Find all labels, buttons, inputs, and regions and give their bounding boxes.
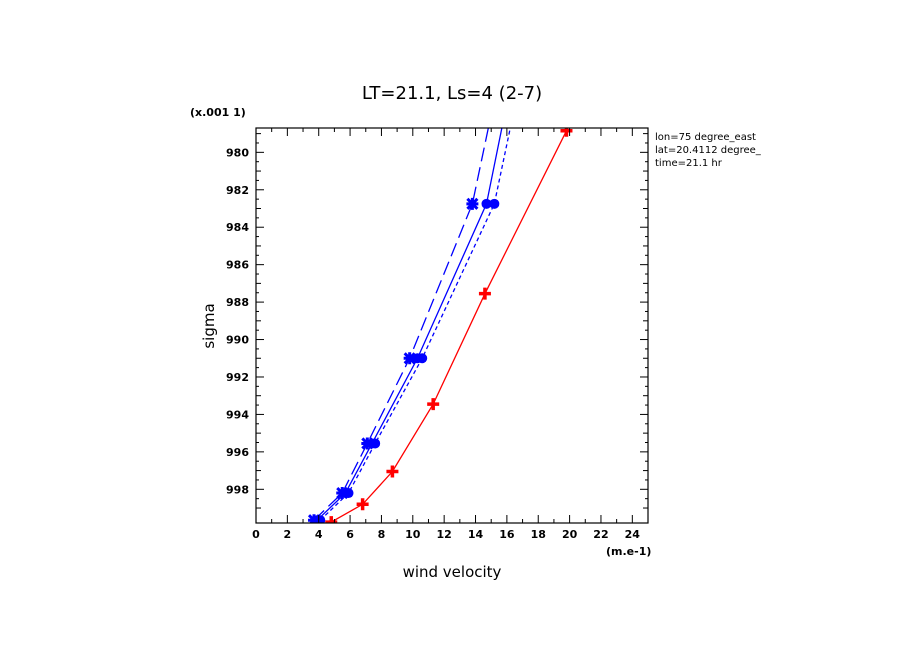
y-axis-title: sigma — [200, 303, 218, 348]
x-tick-label: 22 — [593, 528, 608, 541]
data-point — [370, 438, 381, 449]
data-point — [478, 287, 491, 300]
plot-frame — [255, 127, 649, 524]
series-group — [315, 128, 511, 523]
x-unit-label: (m.e-1) — [606, 545, 651, 558]
data-point — [481, 198, 492, 209]
data-point — [307, 514, 321, 523]
y-tick-label: 998 — [226, 483, 249, 496]
y-tick-label: 992 — [226, 371, 249, 384]
data-point — [466, 197, 479, 210]
x-tick-label: 18 — [531, 528, 546, 541]
x-axis-title: wind velocity — [403, 563, 502, 581]
y-tick-label: 984 — [226, 221, 249, 234]
y-tick-label: 988 — [226, 296, 249, 309]
x-tick-label: 10 — [405, 528, 421, 541]
info-line: lat=20.4112 degree_ — [655, 145, 762, 156]
x-tick-label: 24 — [625, 528, 641, 541]
data-point — [315, 515, 326, 523]
data-point — [403, 352, 416, 365]
x-tick-label: 8 — [378, 528, 386, 541]
chart-title: LT=21.1, Ls=4 (2-7) — [362, 83, 542, 104]
y-scale-label: (x.001 1) — [190, 106, 246, 119]
x-tick-label: 0 — [252, 528, 260, 541]
y-tick-label: 986 — [226, 259, 249, 272]
y-tick-label: 994 — [226, 408, 249, 421]
y-tick-label: 980 — [226, 146, 249, 159]
data-point — [361, 437, 374, 450]
y-tick-label: 990 — [226, 334, 249, 347]
info-line: time=21.1 hr — [655, 158, 723, 169]
x-tick-label: 16 — [499, 528, 515, 541]
series-group — [307, 128, 489, 523]
x-tick-label: 14 — [468, 528, 484, 541]
info-line: lon=75 degree_east — [655, 132, 756, 143]
series-line — [316, 128, 503, 521]
data-point — [356, 498, 369, 511]
data-point — [336, 486, 349, 500]
data-point — [560, 128, 573, 137]
series-line — [330, 130, 568, 523]
x-tick-label: 6 — [346, 528, 354, 541]
y-tick-label: 996 — [226, 446, 249, 459]
data-point — [489, 198, 500, 209]
info-block: lon=75 degree_east lat=20.4112 degree_ t… — [655, 132, 762, 169]
x-tick-label: 4 — [315, 528, 323, 541]
data-point — [427, 398, 440, 411]
y-tick-label: 982 — [226, 184, 249, 197]
x-tick-label: 12 — [437, 528, 452, 541]
data-point — [325, 516, 338, 523]
data-point — [343, 488, 354, 499]
series-group — [312, 128, 503, 523]
data-point — [417, 353, 428, 364]
series-line — [313, 128, 489, 521]
data-point — [386, 465, 399, 478]
series-layer — [307, 128, 573, 523]
ticks-layer: 0 2 4 6 8 10 12 14 16 18 20 22 249809829849869889909… — [226, 128, 649, 541]
series-group — [325, 128, 573, 523]
x-tick-label: 20 — [562, 528, 578, 541]
x-tick-label: 2 — [284, 528, 292, 541]
series-line — [319, 128, 511, 521]
